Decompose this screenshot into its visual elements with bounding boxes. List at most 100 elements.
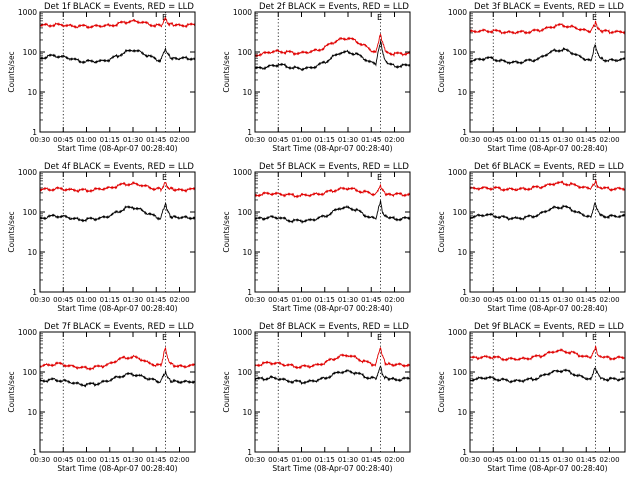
- y-tick-label: 10: [242, 408, 252, 417]
- x-axis-title: Start Time (08-Apr-07 00:28:40): [487, 144, 607, 153]
- x-tick-label: 01:30: [338, 296, 358, 304]
- y-tick-label: 1000: [448, 328, 467, 337]
- series-line-lld: [254, 183, 411, 199]
- y-axis-title: Counts/sec: [7, 211, 16, 252]
- x-tick-label: 00:30: [460, 296, 480, 304]
- x-tick-label: 01:30: [553, 456, 573, 464]
- series-line-events: [39, 47, 196, 65]
- x-tick-label: 00:45: [483, 456, 503, 464]
- flag-marker-label: E: [162, 333, 167, 342]
- x-tick-label: 00:30: [460, 456, 480, 464]
- plot-frame: [254, 11, 411, 133]
- y-tick-label: 100: [238, 208, 253, 217]
- x-tick-label: 01:00: [291, 456, 311, 464]
- x-tick-label: 00:30: [245, 296, 265, 304]
- panel-title: Det 4f BLACK = Events, RED = LLD: [44, 162, 194, 172]
- y-tick-label: 10: [457, 88, 467, 97]
- x-axis-title: Start Time (08-Apr-07 00:28:40): [487, 464, 607, 473]
- x-tick-label: 00:30: [30, 136, 50, 144]
- x-axis-title: Start Time (08-Apr-07 00:28:40): [57, 144, 177, 153]
- x-tick-label: 01:45: [576, 136, 596, 144]
- x-tick-label: 01:00: [291, 296, 311, 304]
- y-tick-label: 10: [242, 88, 252, 97]
- panel-title: Det 1f BLACK = Events, RED = LLD: [44, 2, 194, 12]
- x-axis-title: Start Time (08-Apr-07 00:28:40): [272, 464, 392, 473]
- y-tick-label: 100: [238, 368, 253, 377]
- x-tick-label: 01:00: [76, 456, 96, 464]
- x-tick-label: 00:45: [53, 456, 73, 464]
- series-line-events: [469, 201, 626, 221]
- y-tick-label: 1: [247, 288, 252, 297]
- y-tick-label: 1000: [448, 8, 467, 17]
- x-tick-label: 01:00: [76, 296, 96, 304]
- flag-marker-label: E: [592, 333, 597, 342]
- flag-marker-label: E: [377, 173, 382, 182]
- x-tick-label: 01:00: [506, 456, 526, 464]
- x-tick-label: 01:15: [530, 456, 550, 464]
- x-tick-label: 02:00: [384, 296, 404, 304]
- x-tick-label: 01:15: [100, 136, 120, 144]
- y-axis-title: Counts/sec: [222, 211, 231, 252]
- x-tick-label: 01:15: [315, 456, 335, 464]
- x-tick-label: 00:45: [483, 136, 503, 144]
- x-tick-label: 01:45: [576, 456, 596, 464]
- x-tick-label: 02:00: [169, 296, 189, 304]
- x-tick-label: 01:00: [76, 136, 96, 144]
- plot-frame: [39, 11, 196, 133]
- y-tick-label: 10: [27, 88, 37, 97]
- panel-title: Det 8f BLACK = Events, RED = LLD: [259, 322, 409, 332]
- x-tick-label: 01:15: [100, 296, 120, 304]
- y-tick-label: 100: [453, 208, 468, 217]
- x-tick-label: 01:00: [506, 136, 526, 144]
- x-tick-label: 02:00: [599, 296, 619, 304]
- y-axis-title: Counts/sec: [437, 371, 446, 412]
- x-tick-label: 02:00: [169, 136, 189, 144]
- series-line-events: [39, 370, 196, 388]
- x-tick-label: 02:00: [384, 136, 404, 144]
- y-tick-label: 1: [247, 128, 252, 137]
- x-axis-title: Start Time (08-Apr-07 00:28:40): [272, 144, 392, 153]
- y-tick-label: 1000: [18, 328, 37, 337]
- x-tick-label: 01:30: [123, 296, 143, 304]
- y-tick-label: 1: [462, 128, 467, 137]
- plot-frame: [39, 171, 196, 293]
- series-line-lld: [39, 181, 196, 194]
- x-tick-label: 01:45: [361, 296, 381, 304]
- y-tick-label: 100: [238, 48, 253, 57]
- y-axis-title: Counts/sec: [437, 211, 446, 252]
- x-tick-label: 01:45: [576, 296, 596, 304]
- y-tick-label: 1000: [233, 8, 252, 17]
- panel-title: Det 7f BLACK = Events, RED = LLD: [44, 322, 194, 332]
- x-tick-label: 00:30: [245, 456, 265, 464]
- plot-frame: [469, 11, 626, 133]
- series-line-lld: [469, 345, 626, 362]
- x-tick-label: 02:00: [384, 456, 404, 464]
- series-line-events: [39, 201, 196, 223]
- series-line-lld: [254, 33, 411, 58]
- y-tick-label: 1: [462, 288, 467, 297]
- x-tick-label: 01:30: [123, 136, 143, 144]
- x-tick-label: 01:15: [315, 296, 335, 304]
- series-line-lld: [469, 179, 626, 193]
- y-tick-label: 1000: [18, 8, 37, 17]
- y-tick-label: 100: [453, 368, 468, 377]
- x-tick-label: 01:30: [123, 456, 143, 464]
- panel-title: Det 6f BLACK = Events, RED = LLD: [474, 162, 624, 172]
- flag-marker-label: E: [162, 13, 167, 22]
- x-tick-label: 02:00: [599, 136, 619, 144]
- x-tick-label: 00:45: [53, 136, 73, 144]
- x-tick-label: 01:00: [506, 296, 526, 304]
- x-tick-label: 01:15: [530, 136, 550, 144]
- flag-marker-label: E: [162, 173, 167, 182]
- x-tick-label: 02:00: [599, 456, 619, 464]
- series-line-lld: [39, 346, 196, 371]
